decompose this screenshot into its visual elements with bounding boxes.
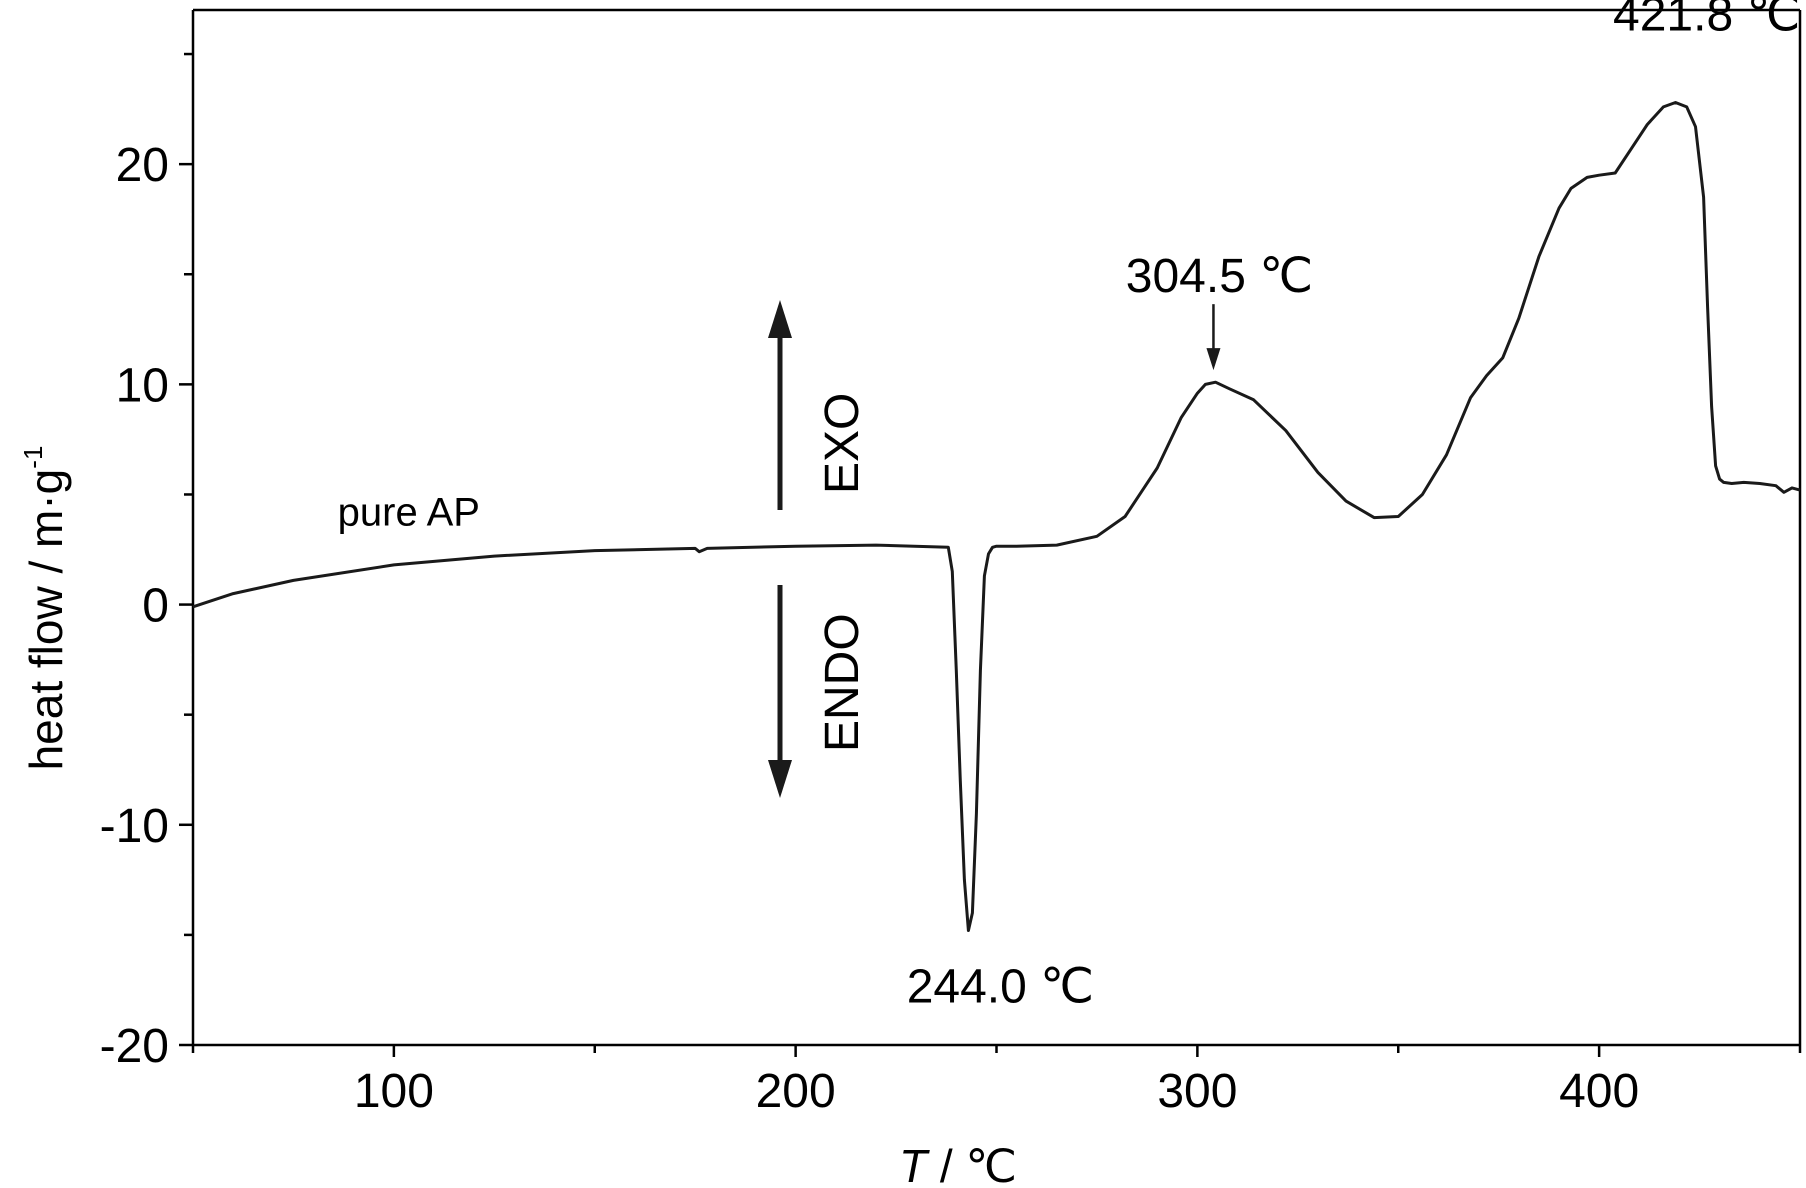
y-tick-label: 10	[116, 359, 169, 412]
peak-label-421: 421.8 ℃	[1613, 0, 1800, 41]
y-axis-label-main: heat flow / m·g	[20, 469, 72, 771]
y-tick-label: -10	[100, 800, 169, 853]
peak-label-304: 304.5 ℃	[1126, 250, 1313, 303]
x-tick-label: 400	[1559, 1065, 1639, 1118]
peak-arrow-304	[1206, 304, 1221, 371]
y-tick-label: 0	[142, 580, 169, 633]
series-line-pure-ap	[192, 101, 1801, 932]
exo-label: EXO	[816, 393, 869, 494]
plot-frame	[191, 8, 1802, 1047]
x-axis-label-unit: / ℃	[927, 1140, 1017, 1188]
exo-arrow	[768, 300, 792, 510]
axis-tick-labels: 100 200 300 400 -20 -10 0 10 20	[100, 139, 1640, 1118]
x-axis-label-var: T	[899, 1140, 930, 1188]
x-tick-label: 100	[354, 1065, 434, 1118]
peak-label-244: 244.0 ℃	[907, 960, 1094, 1013]
series-label: pure AP	[338, 490, 480, 534]
x-axis-label: T / ℃	[899, 1140, 1017, 1188]
x-tick-label: 300	[1157, 1065, 1237, 1118]
axis-ticks	[179, 52, 1802, 1057]
y-tick-label: 20	[116, 139, 169, 192]
x-tick-label: 200	[756, 1065, 836, 1118]
y-axis-label: heat flow / m·g-1	[18, 446, 72, 771]
y-tick-label: -20	[100, 1020, 169, 1073]
endo-label: ENDO	[816, 613, 869, 752]
endo-arrow	[768, 585, 792, 798]
y-axis-label-sup: -1	[18, 446, 48, 469]
